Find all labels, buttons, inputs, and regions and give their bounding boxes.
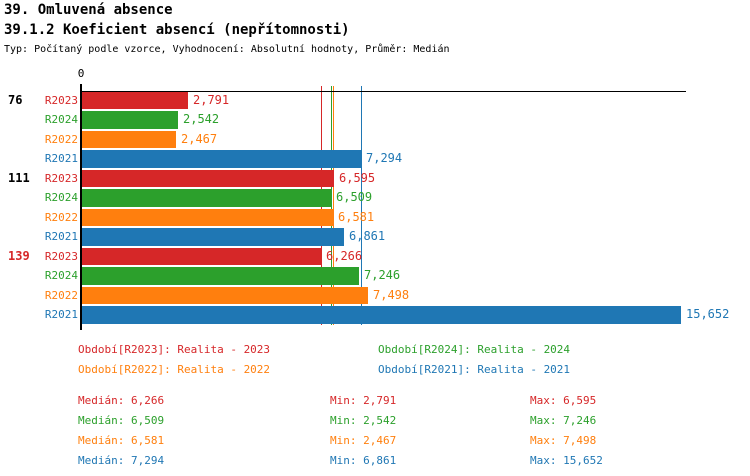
group-label: 139 <box>8 248 30 263</box>
page-title: 39. Omluvená absence <box>4 2 173 18</box>
legend-item: Období[R2024]: Realita - 2024 <box>378 342 571 356</box>
bar-value-label: 6,595 <box>339 170 376 185</box>
bar <box>81 247 321 265</box>
bar-value-label: 6,266 <box>326 248 363 263</box>
bar-value-label: 6,861 <box>349 229 386 243</box>
stats-cell: Medián: 6,581 <box>78 433 165 447</box>
bar-row-label: R2022 <box>44 288 78 302</box>
bar-row-label: R2022 <box>44 132 78 146</box>
stats-cell: Medián: 6,266 <box>78 393 165 407</box>
legend-item: Období[R2021]: Realita - 2021 <box>378 362 571 376</box>
stats-cell: Min: 2,467 <box>330 433 397 447</box>
bar <box>81 306 681 324</box>
axis-zero-label: 0 <box>77 67 85 80</box>
bar-row-label: R2021 <box>44 152 78 165</box>
stats-cell: Max: 7,246 <box>530 413 597 427</box>
bar-value-label: 2,467 <box>181 131 218 146</box>
bar <box>81 111 178 129</box>
bar-value-label: 7,498 <box>373 287 410 302</box>
bar-row-label: R2021 <box>44 230 78 243</box>
bar <box>81 91 188 109</box>
bar-value-label: 7,294 <box>366 151 403 165</box>
bar-row-label: R2023 <box>44 249 78 263</box>
stats-cell: Min: 2,791 <box>330 393 397 407</box>
stats-cell: Min: 2,542 <box>330 413 397 427</box>
bar-value-label: 2,791 <box>193 92 230 107</box>
group-label: 111 <box>8 170 30 185</box>
bar <box>81 228 344 246</box>
bar-row-label: R2022 <box>44 210 78 224</box>
group-label: 76 <box>8 92 23 107</box>
stats-cell: Max: 6,595 <box>530 393 597 407</box>
y-axis-line <box>80 84 82 330</box>
median-line-R2022 <box>333 86 334 325</box>
stats-cell: Max: 7,498 <box>530 433 597 447</box>
legend-item: Období[R2022]: Realita - 2022 <box>78 362 271 376</box>
chart-meta: Typ: Počítaný podle vzorce, Vyhodnocení:… <box>4 44 450 55</box>
stats-cell: Max: 15,652 <box>530 453 603 467</box>
bar <box>81 150 361 168</box>
x-axis-line <box>80 91 686 92</box>
bar <box>81 169 334 187</box>
bar-value-label: 7,246 <box>364 268 401 282</box>
stats-cell: Medián: 6,509 <box>78 413 165 427</box>
bar-row-label: R2024 <box>44 113 78 126</box>
bar-value-label: 6,509 <box>336 190 373 204</box>
bar-row-label: R2023 <box>44 171 78 185</box>
median-line-R2021 <box>361 86 362 325</box>
bar <box>81 130 176 148</box>
bar-row-label: R2024 <box>44 191 78 204</box>
page-subtitle: 39.1.2 Koeficient absencí (nepřítomnosti… <box>4 22 350 38</box>
bar <box>81 286 368 304</box>
stats-cell: Min: 6,861 <box>330 453 397 467</box>
bar <box>81 267 359 285</box>
median-line-R2024 <box>331 86 332 325</box>
bar-value-label: 2,542 <box>183 112 220 126</box>
bar <box>81 208 333 226</box>
bar-row-label: R2021 <box>44 308 78 321</box>
bar-row-label: R2024 <box>44 269 78 282</box>
bar <box>81 189 331 207</box>
stats-cell: Medián: 7,294 <box>78 453 165 467</box>
bar-value-label: 15,652 <box>686 307 730 321</box>
bar-value-label: 6,581 <box>338 209 375 224</box>
legend-item: Období[R2023]: Realita - 2023 <box>78 342 271 356</box>
bar-row-label: R2023 <box>44 93 78 107</box>
